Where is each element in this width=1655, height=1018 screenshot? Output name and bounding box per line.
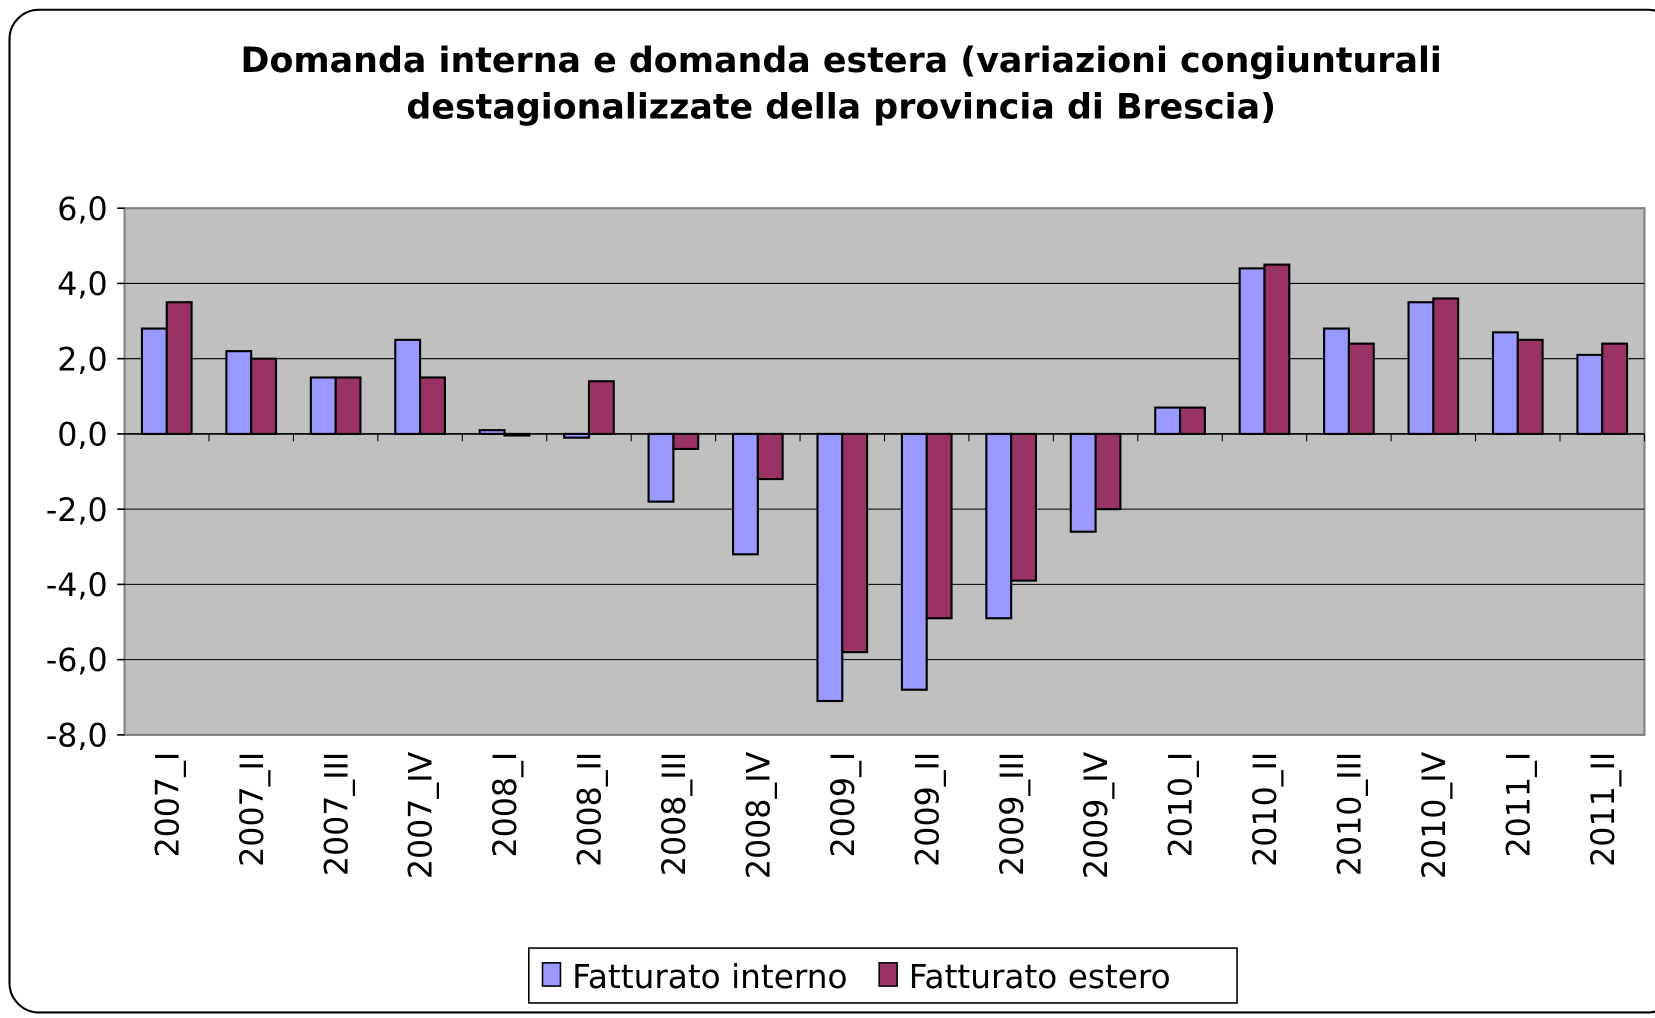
bar <box>672 432 700 451</box>
plot-area <box>123 207 1646 736</box>
x-tick-label: 2007_II <box>235 752 271 867</box>
x-tick-label: 2007_III <box>319 752 355 876</box>
bar <box>841 432 869 654</box>
x-tick-label: 2008_II <box>573 752 609 867</box>
y-tick-label: 6,0 <box>57 192 107 228</box>
legend-label: Fatturato estero <box>909 958 1171 996</box>
bar <box>1069 432 1097 533</box>
bar <box>647 432 675 503</box>
bar <box>1407 301 1435 435</box>
bar <box>1347 342 1375 435</box>
legend-swatch <box>541 962 562 987</box>
bar <box>563 432 591 439</box>
bar <box>1178 406 1206 435</box>
bar <box>587 380 615 435</box>
x-tick-label: 2010_I <box>1164 752 1200 858</box>
y-tick-label: 0,0 <box>57 418 107 454</box>
bar <box>900 432 928 691</box>
bar <box>140 327 168 435</box>
x-tick-label: 2010_III <box>1333 752 1369 876</box>
bar <box>309 376 337 435</box>
x-tick-label: 2009_I <box>826 752 862 858</box>
bar <box>503 432 531 437</box>
x-tick-label: 2011_II <box>1586 752 1622 867</box>
bar <box>1010 432 1038 582</box>
bar <box>1601 342 1629 435</box>
bar <box>925 432 953 620</box>
bar <box>1154 406 1182 435</box>
x-tick-label: 2010_IV <box>1417 751 1453 879</box>
bar <box>225 350 253 435</box>
bar <box>1094 432 1122 511</box>
bar <box>756 432 784 481</box>
y-tick-label: -2,0 <box>46 493 108 529</box>
bar <box>731 432 759 556</box>
bar <box>1263 263 1291 435</box>
bar <box>250 357 278 435</box>
x-tick-label: 2008_IV <box>741 751 777 879</box>
y-tick-label: 2,0 <box>57 342 107 378</box>
bar <box>985 432 1013 620</box>
bar <box>816 432 844 703</box>
x-tick-label: 2008_I <box>488 752 524 858</box>
x-tick-label: 2011_I <box>1501 752 1537 858</box>
bar <box>394 338 422 435</box>
bar <box>165 301 193 435</box>
x-tick-label: 2009_IV <box>1079 751 1115 879</box>
legend-label: Fatturato interno <box>572 958 847 996</box>
bar <box>1238 267 1266 435</box>
x-tick-label: 2007_IV <box>404 751 440 879</box>
bar <box>334 376 362 435</box>
chart-title: Domanda interna e domanda estera (variaz… <box>241 41 1442 127</box>
x-tick-label: 2009_III <box>995 752 1031 876</box>
bar <box>1491 331 1519 435</box>
legend-swatch <box>878 962 898 987</box>
bar <box>1516 338 1544 435</box>
x-tick-label: 2009_II <box>910 752 946 867</box>
y-tick-label: -4,0 <box>46 568 108 604</box>
bar <box>478 429 506 435</box>
bar <box>1432 297 1460 435</box>
bar <box>419 376 446 435</box>
x-tick-label: 2007_I <box>150 752 186 858</box>
bar <box>1323 327 1350 435</box>
y-tick-label: -8,0 <box>46 718 108 754</box>
x-tick-label: 2008_III <box>657 752 693 876</box>
x-tick-label: 2010_II <box>1248 752 1284 867</box>
bar <box>1576 353 1604 435</box>
y-tick-label: 4,0 <box>57 267 107 303</box>
y-tick-label: -6,0 <box>46 643 108 679</box>
